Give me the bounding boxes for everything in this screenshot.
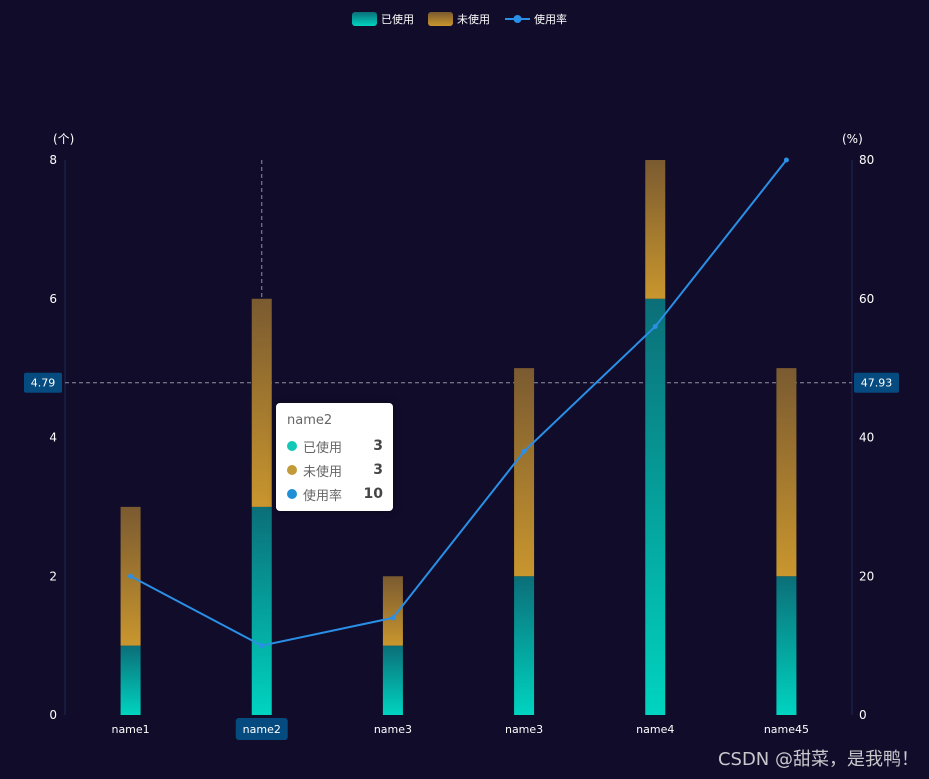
crosshair-left-label-bg	[24, 372, 62, 393]
bar-used	[776, 576, 797, 715]
crosshair-right-label: 47.93	[861, 377, 893, 390]
y-right-tick-label: 40	[859, 431, 874, 445]
tooltip-row-unused: 未使用 3	[287, 458, 383, 482]
x-tick-label: name45	[764, 723, 809, 736]
unused-dot-icon	[287, 465, 297, 475]
tooltip-row-used: 已使用 3	[287, 434, 383, 458]
bar-unused	[776, 368, 797, 577]
legend-rate-marker	[513, 15, 522, 23]
x-tick-label: name3	[374, 723, 412, 736]
y-right-tick-label: 0	[859, 708, 867, 722]
tooltip: name2 已使用 3 未使用 3 使用率 10	[276, 403, 393, 511]
bar-used	[251, 506, 272, 715]
legend[interactable]: 已使用 未使用 使用率	[352, 12, 567, 26]
tooltip-label: 已使用	[303, 440, 343, 456]
usage-rate-point	[390, 615, 396, 621]
crosshair: 4.79 47.93	[24, 160, 899, 715]
usage-rate-point	[521, 448, 527, 454]
x-axis-labels: name1 name2 name3 name3 name4 name45	[111, 718, 809, 740]
legend-used-swatch	[352, 12, 377, 26]
bar-used	[382, 645, 403, 715]
y-left-tick-label: 2	[49, 569, 57, 583]
bar-unused	[645, 160, 666, 299]
legend-rate-label: 使用率	[534, 12, 567, 26]
y-left-tick-label: 8	[49, 153, 57, 167]
crosshair-left-label: 4.79	[31, 377, 56, 390]
legend-unused-label: 未使用	[457, 13, 490, 26]
usage-rate-line	[128, 157, 789, 649]
y-axis-left-unit: (个)	[53, 132, 74, 146]
usage-rate-polyline	[130, 159, 788, 647]
rate-dot-icon	[287, 489, 297, 499]
y-right-tick-label: 80	[859, 153, 874, 167]
bar-used	[645, 298, 666, 715]
tooltip-label: 未使用	[303, 464, 343, 480]
crosshair-right-label-bg	[854, 372, 899, 393]
bar-unused	[382, 576, 403, 646]
tooltip-title: name2	[287, 413, 333, 428]
usage-rate-point	[128, 573, 134, 579]
tooltip-value: 3	[373, 462, 383, 478]
x-tick-label: name2	[243, 723, 281, 736]
y-left-tick-label: 6	[49, 292, 57, 306]
tooltip-label: 使用率	[303, 488, 343, 504]
y-left-tick-label: 4	[49, 431, 57, 445]
usage-rate-point	[783, 157, 789, 163]
tooltip-value: 3	[373, 438, 383, 454]
usage-rate-point	[652, 324, 658, 329]
legend-unused-swatch	[428, 12, 453, 26]
usage-rate-point	[259, 643, 265, 649]
bar-used	[514, 576, 535, 715]
y-left-tick-label: 0	[49, 708, 57, 722]
tooltip-value: 10	[363, 486, 383, 502]
y-right-tick-label: 60	[859, 292, 874, 306]
x-tick-label: name1	[111, 723, 149, 736]
x-tick-label: name4	[636, 723, 674, 736]
tooltip-row-rate: 使用率 10	[287, 482, 383, 506]
y-right-tick-label: 20	[859, 569, 874, 583]
watermark: CSDN @甜菜，是我鸭！	[717, 749, 919, 770]
y-axis-right-unit: (%)	[842, 132, 863, 146]
bar-unused	[251, 298, 272, 507]
bar-unused	[514, 368, 535, 577]
bar-used	[120, 645, 141, 715]
legend-used-label: 已使用	[381, 13, 414, 26]
x-tick-label: name3	[505, 723, 543, 736]
bars	[120, 160, 797, 715]
used-dot-icon	[287, 441, 297, 451]
x-tick-highlight	[235, 718, 288, 740]
